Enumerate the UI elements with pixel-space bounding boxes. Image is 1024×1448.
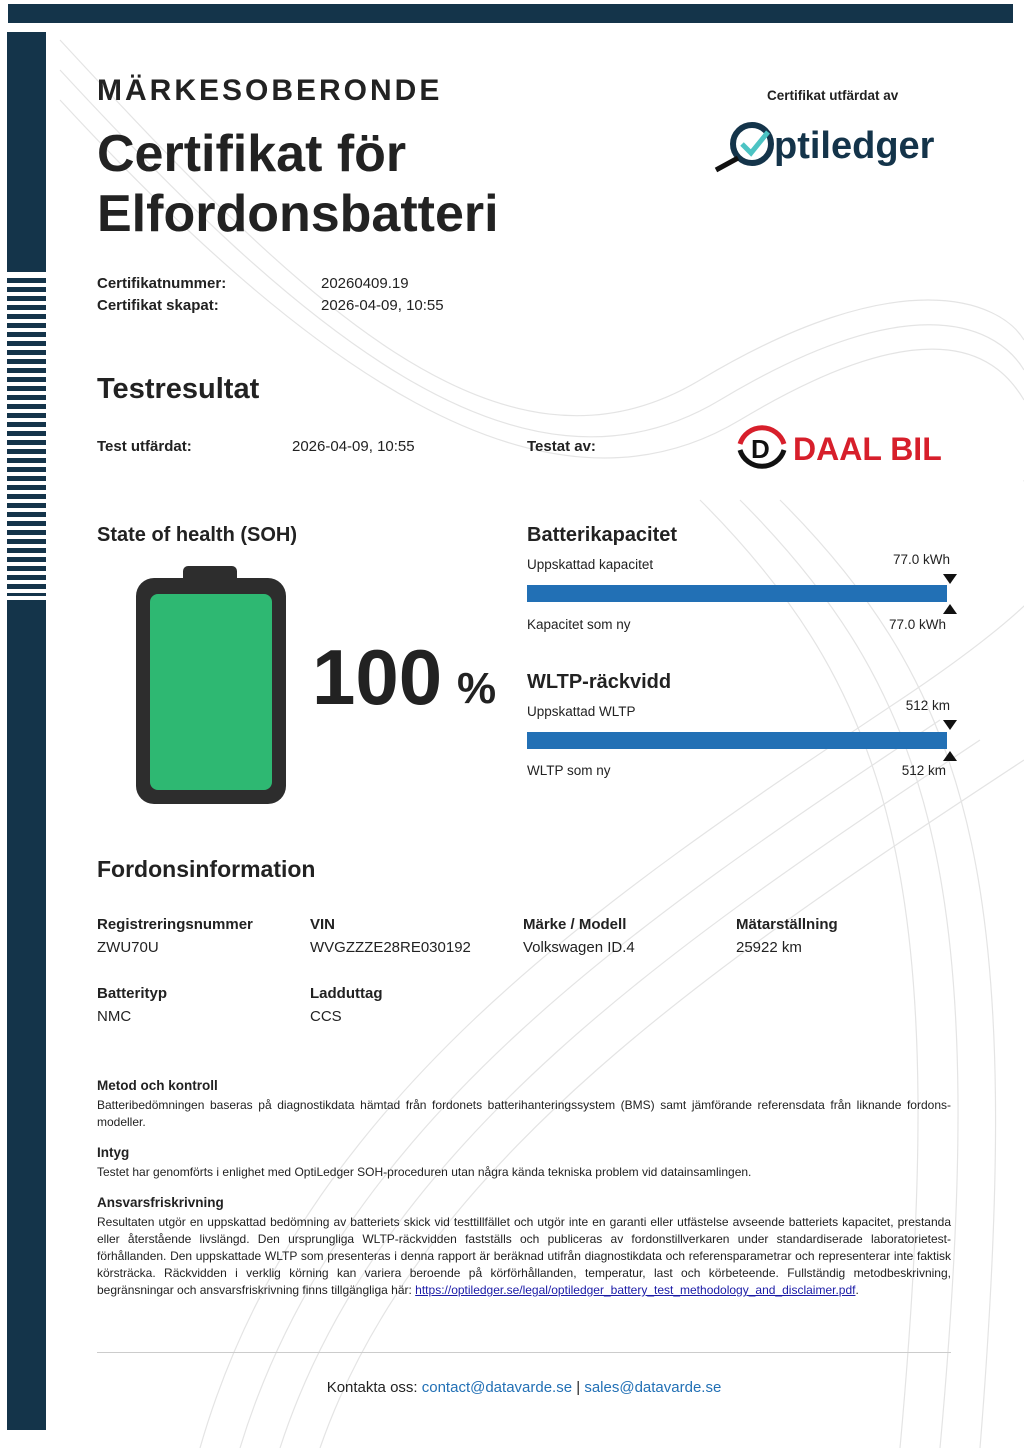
marker-up-icon [943, 604, 957, 614]
cert-created: 2026-04-09, 10:55 [321, 297, 444, 314]
disclaimer-body: Resultaten utgör en uppskattad bedömning… [97, 1215, 951, 1297]
vehicle-field: Batterityp NMC [97, 985, 167, 1025]
test-issued: 2026-04-09, 10:55 [292, 438, 415, 455]
cert-number: 20260409.19 [321, 275, 409, 292]
wltp-estimated-value: 512 km [905, 698, 950, 713]
vehicle-field: Ladduttag CCS [310, 985, 383, 1025]
battery-icon [136, 566, 286, 804]
kicker: MÄRKESOBERONDE [97, 74, 443, 107]
optiledger-wordmark: ptiledger [774, 125, 935, 167]
disclaimer-link[interactable]: https://optiledger.se/legal/optiledger_b… [415, 1283, 856, 1297]
notes-section: Metod och kontroll Batteribedömningen ba… [97, 1078, 951, 1299]
marker-down-icon [943, 720, 957, 730]
soh-value: 100 [312, 633, 443, 721]
test-issued-label: Test utfärdat: [97, 438, 192, 455]
footer-divider [97, 1352, 951, 1353]
wltp-estimated-label: Uppskattad WLTP [527, 704, 636, 719]
vehicle-field: VIN WVGZZZE28RE030192 [310, 916, 471, 956]
attest-text: Testet har genomförts i enlighet med Opt… [97, 1165, 752, 1179]
vehicle-heading: Fordonsinformation [97, 856, 316, 882]
vehicle-field-label: Märke / Modell [523, 916, 627, 933]
disclaimer-end: . [855, 1283, 859, 1297]
side-stripes-decoration [7, 278, 46, 596]
wltp-new-label: WLTP som ny [527, 763, 611, 778]
disclaimer-heading: Ansvarsfriskrivning [97, 1195, 224, 1210]
vehicle-field-value: CCS [310, 1008, 342, 1025]
cert-number-label: Certifikatnummer: [97, 275, 227, 292]
side-bar-decoration [7, 32, 46, 272]
disclaimer-text: Resultaten utgör en uppskattad bedömning… [97, 1214, 951, 1299]
vehicle-field-value: Volkswagen ID.4 [523, 939, 635, 956]
marker-down-icon [943, 574, 957, 584]
daal-bil-logo: D DAAL BIL [736, 420, 942, 475]
capacity-bar-fill [527, 585, 947, 602]
capacity-heading: Batterikapacitet [527, 524, 678, 546]
issued-by-label: Certifikat utfärdat av [767, 88, 899, 103]
title-line-1: Certifikat för [97, 125, 407, 183]
vehicle-field: Registreringsnummer ZWU70U [97, 916, 253, 956]
battery-fill [150, 594, 272, 790]
capacity-new-value: 77.0 kWh [888, 617, 946, 632]
vehicle-field-label: Batterityp [97, 985, 168, 1002]
top-banner-bar [8, 4, 1013, 23]
attest-heading: Intyg [97, 1145, 130, 1160]
vehicle-field-value: NMC [97, 1008, 132, 1025]
side-bar-decoration [7, 600, 46, 1430]
capacity-estimated-value: 77.0 kWh [892, 552, 950, 567]
vehicle-field-label: Ladduttag [310, 985, 383, 1002]
sales-email-link[interactable]: sales@datavarde.se [584, 1379, 722, 1396]
separator: | [576, 1379, 581, 1396]
capacity-bar-track [527, 585, 947, 602]
optiledger-logo: ptiledger [712, 118, 952, 174]
footer-contact: Kontakta oss: contact@datavarde.se | sal… [0, 1379, 1024, 1396]
soh-unit: % [457, 664, 497, 713]
vehicle-field-value: WVGZZZE28RE030192 [310, 939, 471, 956]
vehicle-field-label: VIN [310, 916, 336, 933]
capacity-estimated-label: Uppskattad kapacitet [527, 557, 654, 572]
svg-text:D: D [751, 434, 770, 464]
vehicle-field-label: Registreringsnummer [97, 916, 253, 933]
title-line-2: Elfordonsbatteri [97, 185, 499, 243]
marker-up-icon [943, 751, 957, 761]
vehicle-field: Mätarställning 25922 km [736, 916, 838, 956]
vehicle-field: Märke / Modell Volkswagen ID.4 [523, 916, 635, 956]
soh-heading: State of health (SOH) [97, 524, 298, 546]
wltp-bar-track [527, 732, 947, 749]
magnifier-check-icon: ptiledger [714, 122, 935, 173]
page-title: Certifikat för Elfordonsbatteri [97, 124, 499, 244]
capacity-new-label: Kapacitet som ny [527, 617, 631, 632]
daal-bil-wordmark: DAAL BIL [793, 431, 941, 467]
wltp-new-value: 512 km [901, 763, 946, 778]
contact-label: Kontakta oss: [326, 1379, 418, 1396]
vehicle-field-label: Mätarställning [736, 916, 838, 933]
test-results-heading: Testresultat [97, 373, 260, 405]
vehicle-field-value: 25922 km [736, 939, 802, 956]
method-text: Batteribedömningen baseras på diagnostik… [97, 1098, 951, 1129]
vehicle-field-value: ZWU70U [97, 939, 159, 956]
cert-created-label: Certifikat skapat: [97, 297, 219, 314]
method-heading: Metod och kontroll [97, 1078, 218, 1093]
tested-by-label: Testat av: [527, 438, 596, 455]
contact-email-link[interactable]: contact@datavarde.se [421, 1379, 573, 1396]
wltp-bar-fill [527, 732, 947, 749]
wltp-heading: WLTP-räckvidd [527, 671, 672, 693]
